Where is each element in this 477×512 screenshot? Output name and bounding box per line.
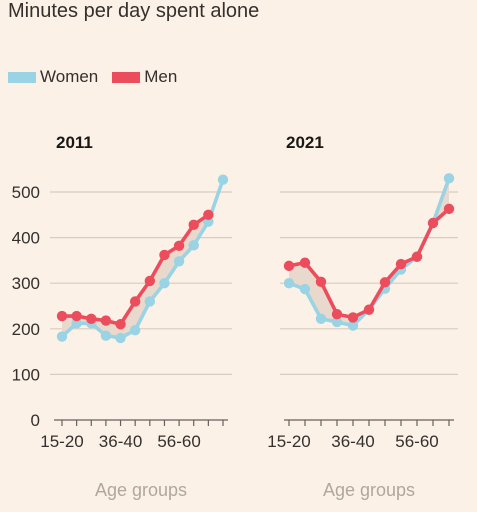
x-tick-label: 15-20 — [40, 432, 83, 451]
x-tick-label: 36-40 — [99, 432, 142, 451]
legend-label-men: Men — [144, 67, 178, 86]
y-tick-label: 400 — [12, 229, 40, 248]
panel-2011: 2011 0 100 200 300 400 500 15-20 36-40 56-60 Age g… — [12, 133, 232, 500]
x-tick-label: 56-60 — [395, 432, 438, 451]
panel-title: 2011 — [56, 133, 93, 152]
data-point-women — [331, 316, 343, 328]
data-point-men — [86, 313, 97, 324]
data-point-men — [427, 217, 439, 229]
data-point-men — [283, 260, 295, 272]
x-axis-label: Age groups — [95, 480, 187, 500]
data-point-men — [395, 258, 407, 270]
data-point-women — [283, 278, 295, 289]
series-line-women — [60, 177, 225, 340]
data-point-men — [203, 209, 214, 220]
panel-2021: 2021 15-20 36-40 56-60 Age groups — [267, 133, 458, 500]
data-point-women — [188, 240, 199, 251]
data-point-women — [100, 330, 112, 341]
data-point-women — [56, 331, 68, 342]
x-tick-label: 15-20 — [267, 432, 310, 451]
data-point-women — [315, 313, 327, 324]
chart-title: Minutes per day spent alone — [8, 0, 260, 22]
data-point-women — [115, 332, 126, 344]
data-point-men — [71, 310, 82, 322]
data-point-men — [56, 310, 68, 322]
x-tick-label: 36-40 — [331, 432, 374, 451]
legend-swatch-women — [8, 71, 36, 83]
data-point-men — [144, 275, 156, 287]
data-point-women — [299, 283, 311, 295]
y-tick-label: 500 — [12, 183, 40, 202]
data-point-men — [115, 319, 126, 330]
x-axis-label: Age groups — [323, 480, 415, 500]
data-point-women — [129, 324, 141, 336]
data-point-women — [443, 173, 455, 184]
y-tick-label: 100 — [12, 365, 40, 384]
data-point-men — [411, 251, 423, 262]
data-point-men — [173, 240, 185, 252]
data-point-women — [173, 256, 185, 267]
data-point-men — [331, 309, 343, 320]
data-point-men — [188, 219, 199, 231]
y-tick-label: 0 — [31, 411, 40, 430]
y-tick-label: 300 — [12, 274, 40, 293]
data-point-men — [129, 296, 141, 307]
y-tick-label: 200 — [12, 320, 40, 339]
x-tick-label: 56-60 — [157, 432, 200, 451]
panel-title: 2021 — [286, 133, 324, 152]
data-point-women — [347, 320, 359, 331]
data-point-women — [71, 318, 82, 329]
legend-item-men: Men — [112, 67, 177, 87]
legend: Women Men — [8, 66, 191, 88]
data-point-men — [315, 276, 327, 288]
data-point-men — [379, 277, 391, 288]
data-point-men — [363, 304, 375, 315]
legend-label-women: Women — [40, 67, 99, 86]
data-point-men — [443, 203, 455, 215]
data-point-men — [100, 315, 112, 326]
series-line-women — [287, 176, 451, 328]
legend-item-women: Women — [8, 67, 98, 87]
data-point-men — [347, 312, 359, 323]
data-point-women — [217, 174, 229, 185]
data-point-men — [299, 257, 311, 268]
legend-swatch-men — [112, 71, 141, 83]
data-point-women — [144, 296, 156, 307]
data-point-men — [159, 249, 170, 261]
data-point-women — [159, 278, 170, 289]
